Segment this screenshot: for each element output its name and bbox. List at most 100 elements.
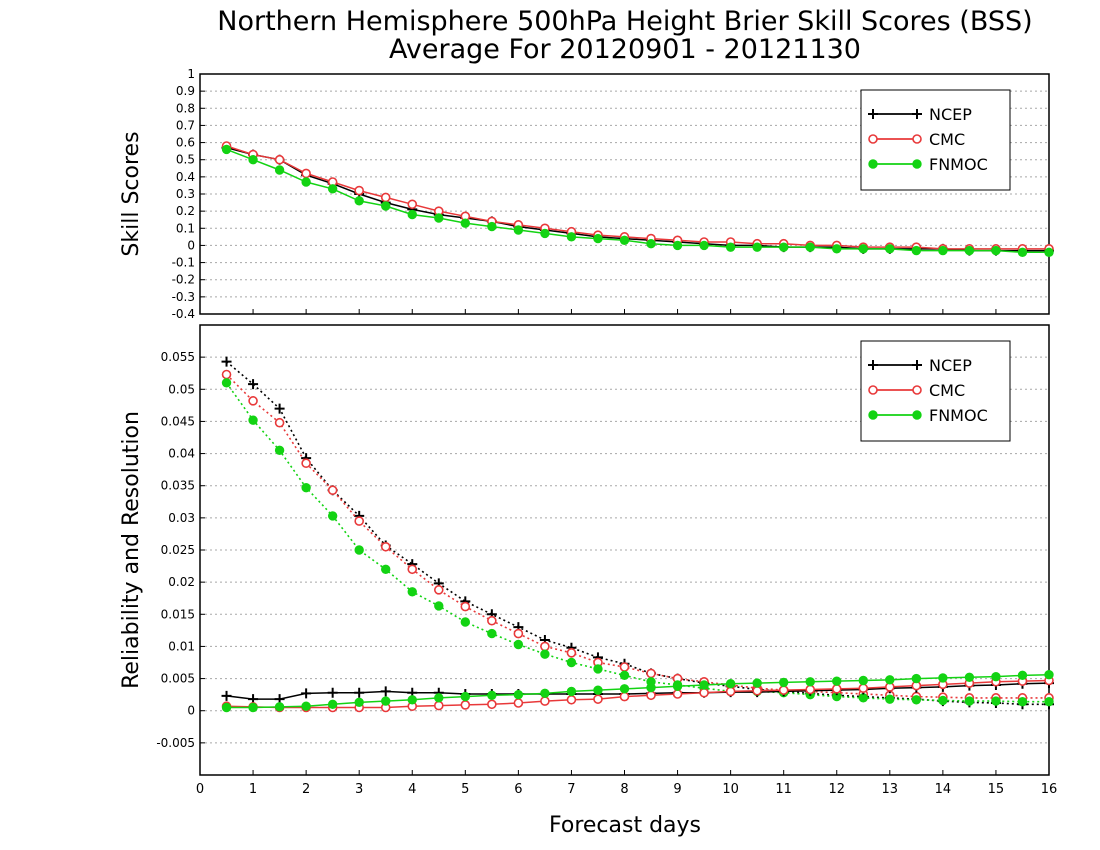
fnmoc-reliability-point [381,696,391,706]
fnmoc-bss-point [460,218,471,228]
fnmoc-reliability-point [725,679,736,689]
legend-marker-cmc [912,385,922,395]
fnmoc-resolution-point [274,445,285,456]
x-tick-label: 0 [196,782,204,797]
cmc-reliability-point [540,696,550,706]
cmc-resolution-point [221,369,232,380]
fnmoc-bss-point [434,213,444,223]
cmc-resolution-point [460,601,471,612]
fnmoc-resolution-point [248,415,258,425]
cmc-bss-point [407,199,418,210]
fnmoc-resolution-point [991,696,1001,706]
y-tick-label: -0.005 [156,736,195,750]
fnmoc-bss-point [540,228,550,239]
fnmoc-reliability-point [1017,670,1028,681]
ncep-resolution-point [274,403,285,414]
fnmoc-resolution-point [593,664,603,674]
cmc-reliability-point [672,689,683,699]
fnmoc-reliability-point [752,678,762,688]
plot-frame [199,324,1050,776]
legend-label-cmc: CMC [929,130,965,149]
x-tick-label: 15 [988,782,1005,797]
x-tick-label: 5 [461,782,469,797]
fnmoc-bss-point [646,239,656,249]
legend-label-ncep: NCEP [929,356,972,375]
fnmoc-resolution-point [885,694,895,704]
y-tick-label: 1 [187,67,195,81]
fnmoc-reliability-point [248,702,258,713]
fnmoc-bss-point [964,245,975,256]
fnmoc-reliability-point [327,699,338,709]
y-tick-label: 0.3 [176,187,195,201]
ncep-reliability-point [354,687,365,698]
cmc-bss-point [301,168,311,179]
fnmoc-bss-point [938,245,948,256]
fnmoc-bss-point [513,225,524,235]
fnmoc-resolution-point [381,564,391,574]
fnmoc-reliability-point [938,673,948,683]
y-tick-label: 0 [187,704,195,718]
x-tick-label: 13 [882,782,899,797]
fnmoc-reliability-point [646,682,656,693]
y-tick-label: -0.2 [172,273,195,287]
x-tick-label: 1 [249,782,257,797]
cmc-resolution-point [540,641,550,652]
x-tick-label: 4 [408,782,416,797]
cmc-resolution-point [327,485,338,496]
y-tick-label: -0.3 [172,290,195,304]
ncep-reliability-point [301,688,312,699]
x-tick-label: 12 [828,782,845,797]
fnmoc-resolution-point [619,670,630,681]
legend-marker-cmc [868,134,878,144]
ncep-reliability-point [327,687,338,698]
legend-marker-ncep [868,109,878,119]
y-tick-label: 0.9 [176,84,195,98]
cmc-reliability-point [646,690,656,701]
fnmoc-resolution-point [938,695,948,706]
fnmoc-resolution-point [407,587,417,597]
x-tick-label: 9 [673,782,681,797]
cmc-reliability-point [460,700,471,710]
ncep-reliability-point [380,686,391,697]
fnmoc-bss-point [725,242,736,252]
fnmoc-bss-point [1017,247,1028,257]
fnmoc-resolution-point [1044,697,1054,707]
fnmoc-resolution-point [858,693,868,703]
x-tick-label: 14 [935,782,952,797]
cmc-resolution-point [407,564,418,575]
legend-label-ncep: NCEP [929,105,972,124]
fnmoc-resolution-point [487,628,497,639]
y-tick-label: 0.025 [161,543,195,557]
fnmoc-bss-point [248,155,258,165]
fnmoc-reliability-point [434,693,444,703]
fnmoc-bss-point [566,232,577,242]
fnmoc-reliability-point [672,681,683,691]
fnmoc-reliability-point [566,686,577,697]
fnmoc-bss-point [885,244,895,254]
chart-title-line1: Northern Hemisphere 500hPa Height Brier … [217,6,1032,37]
y-tick-label: 0 [187,238,195,252]
y-tick-label: 0.1 [176,221,195,235]
y-tick-label: -0.1 [172,256,195,270]
legend-label-cmc: CMC [929,381,965,400]
fnmoc-resolution-point [301,482,311,493]
cmc-resolution-point [354,516,364,526]
cmc-resolution-point [646,668,656,679]
fnmoc-resolution-point [460,617,471,627]
legend-marker-cmc [868,385,878,395]
legend: NCEP CMC FNMOC [860,340,1011,442]
fnmoc-resolution-point [434,601,444,611]
fnmoc-bss-point [672,240,683,251]
y-tick-label: 0.035 [161,479,195,493]
y-tick-label: 0.005 [161,672,195,686]
x-axis-label: Forecast days [549,813,701,838]
fnmoc-resolution-point [354,545,364,555]
y-tick-label: 0.4 [176,170,195,184]
fnmoc-reliability-point [805,677,815,687]
legend-marker-fnmoc [912,410,922,420]
cmc-bss-point [274,154,285,165]
legend-label-fnmoc: FNMOC [929,406,988,425]
reliability-resolution-panel: -0.005 0 0.005 0.01 0.015 0.02 0.025 0.03 0.035 0… [119,324,1054,776]
fnmoc-resolution-point [566,657,577,668]
cmc-resolution-point [566,648,577,658]
